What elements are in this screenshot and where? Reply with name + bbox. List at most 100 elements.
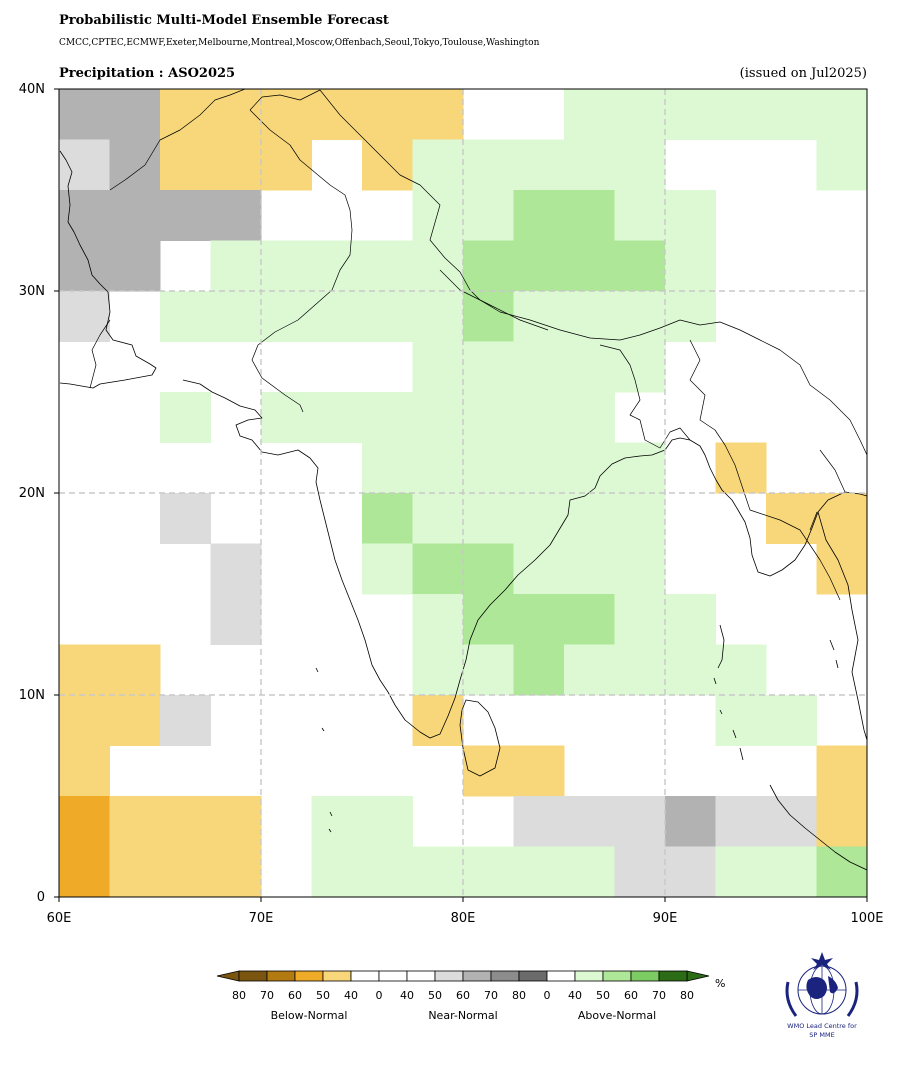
grid-cell — [109, 644, 161, 696]
grid-cell — [715, 796, 767, 847]
grid-cell — [513, 846, 565, 897]
grid-cell — [665, 240, 716, 292]
grid-cell — [160, 392, 211, 443]
country-borders — [89, 89, 867, 601]
grid-cell — [362, 139, 413, 191]
grid-cell — [513, 644, 565, 696]
grid-cell — [412, 341, 464, 393]
grid-cell — [362, 240, 413, 292]
grid-cell — [766, 796, 817, 847]
grid-cell — [816, 493, 867, 544]
grid-cell — [59, 644, 110, 696]
coastline-mainland — [59, 150, 157, 389]
border-iran — [89, 319, 111, 389]
grid-cell — [160, 291, 211, 342]
grid-cell — [362, 392, 413, 443]
grid-cell — [816, 89, 867, 140]
grid-cell — [362, 796, 413, 847]
y-tick-label: 10N — [19, 688, 45, 703]
grid-cell — [160, 139, 211, 191]
grid-cell — [766, 846, 817, 897]
border-afghan-pakistan — [109, 89, 321, 191]
grid-cell — [665, 190, 716, 241]
legend-unit: % — [715, 977, 725, 990]
legend-group-label: Below-Normal — [271, 1009, 348, 1022]
wmo-caption-line1: WMO Lead Centre for — [787, 1022, 857, 1030]
grid-cell — [261, 240, 312, 292]
grid-cell — [816, 745, 867, 797]
grid-cell — [160, 493, 211, 544]
legend-tick-label: 70 — [484, 989, 498, 1002]
x-tick-label: 90E — [653, 911, 678, 926]
grid-cell — [513, 493, 565, 544]
grid-cell — [261, 392, 312, 443]
grid-cell — [564, 846, 615, 897]
grid-cell — [311, 89, 363, 140]
grid-cell — [412, 846, 464, 897]
grid-cell — [210, 846, 262, 897]
grid-cell — [463, 291, 514, 342]
legend-tick-label: 70 — [260, 989, 274, 1002]
legend-tick-label: 0 — [376, 989, 383, 1002]
grid-cell — [513, 796, 565, 847]
grid-cell — [210, 291, 262, 342]
legend-swatch — [322, 970, 352, 982]
grid-cell — [412, 291, 464, 342]
grid-cell — [665, 594, 716, 645]
legend-swatch — [266, 970, 296, 982]
grid-cell — [463, 392, 514, 443]
legend-tick-label: 40 — [568, 989, 582, 1002]
grid-cell — [513, 139, 565, 191]
grid-cell — [614, 341, 666, 393]
grid-cell — [715, 442, 767, 494]
legend-swatch — [294, 970, 324, 982]
grid-cell — [160, 89, 211, 140]
grid-cell — [362, 543, 413, 595]
legend-swatch — [546, 970, 576, 982]
coastline-islands — [315, 624, 839, 833]
grid-cell — [412, 392, 464, 443]
coastline-west-india — [182, 379, 867, 739]
legend-swatch — [434, 970, 464, 982]
grid-cell — [463, 240, 514, 292]
grid-cell — [412, 594, 464, 645]
border-thailand — [809, 449, 846, 531]
grid-cell — [513, 594, 565, 645]
legend-tick-label: 80 — [680, 989, 694, 1002]
grid-cell — [412, 240, 464, 292]
grid-cell — [311, 291, 363, 342]
legend-tick-label: 60 — [456, 989, 470, 1002]
grid-cell — [564, 240, 615, 292]
grid-cell — [412, 543, 464, 595]
grid-cell — [463, 493, 514, 544]
wmo-caption: WMO Lead Centre for SP MME — [772, 1022, 872, 1040]
grid-cell — [412, 89, 464, 140]
grid-cell — [59, 291, 110, 342]
grid-cell — [665, 644, 716, 696]
y-tick-label: 20N — [19, 486, 45, 501]
grid-cell — [715, 89, 767, 140]
grid-cell — [564, 291, 615, 342]
grid-cell — [109, 846, 161, 897]
grid-cell — [614, 139, 666, 191]
x-tick-label: 80E — [451, 911, 476, 926]
x-tick-label: 60E — [47, 911, 72, 926]
legend-group-label: Near-Normal — [428, 1009, 497, 1022]
legend-arrow-right — [686, 970, 710, 982]
grid-cell — [59, 695, 110, 746]
grid-cell — [564, 341, 615, 393]
grid-cell — [513, 291, 565, 342]
grid-cell — [210, 89, 262, 140]
grid-cell — [463, 139, 514, 191]
legend-swatch — [462, 970, 492, 982]
legend-swatch — [518, 970, 548, 982]
grid-cell — [564, 796, 615, 847]
grid-cell — [513, 190, 565, 241]
legend-tick-label: 60 — [624, 989, 638, 1002]
grid-cell — [564, 644, 615, 696]
grid-cell — [463, 846, 514, 897]
grid-cell — [412, 493, 464, 544]
grid-cell — [311, 796, 363, 847]
legend-swatch — [378, 970, 408, 982]
grid-cell — [614, 240, 666, 292]
